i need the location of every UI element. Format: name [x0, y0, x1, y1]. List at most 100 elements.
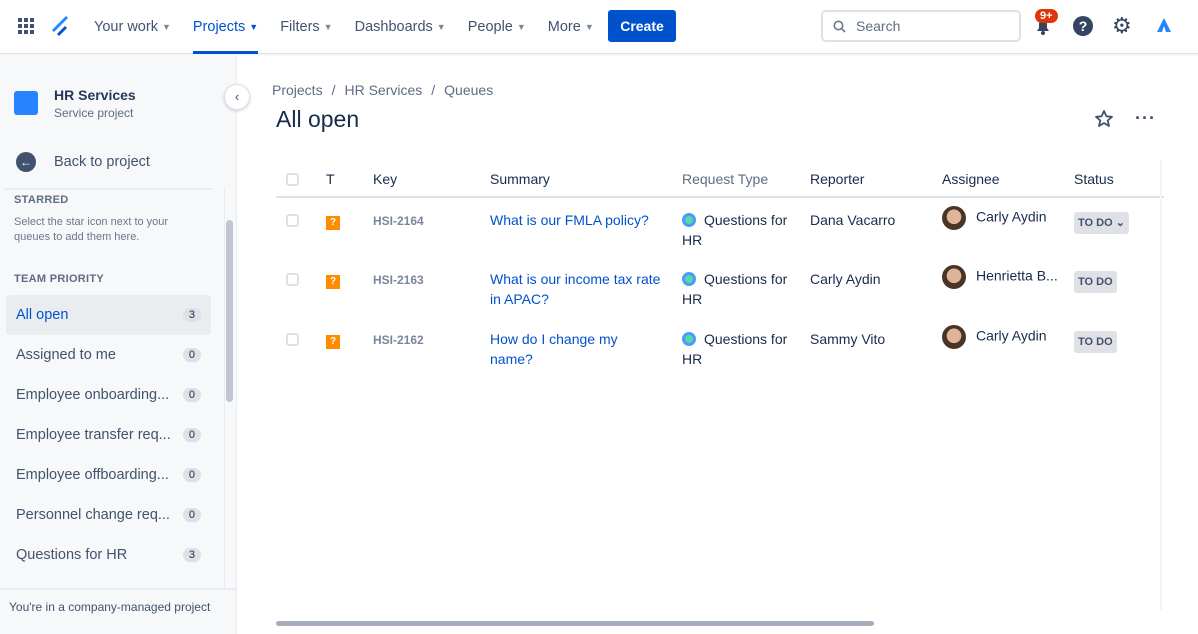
scrollbar-track [224, 188, 225, 588]
issue-summary-link[interactable]: What is our income tax rate in APAC? [490, 271, 661, 307]
nav-people[interactable]: People ▼ [468, 0, 526, 54]
chevron-down-icon: ⌄ [1115, 217, 1125, 229]
issue-key[interactable]: HSI-2164 [373, 214, 424, 228]
reporter: Dana Vacarro [810, 212, 896, 228]
nav-filters[interactable]: Filters ▼ [280, 0, 332, 54]
breadcrumb-hr-services[interactable]: HR Services [344, 82, 423, 98]
assignee-avatar [942, 206, 966, 230]
sidebar-scrollbar[interactable] [226, 220, 233, 402]
sidebar-footer: You're in a company-managed project [0, 588, 237, 614]
atlassian-switcher-icon[interactable] [1157, 18, 1171, 32]
top-navigation: Your work ▼ Projects ▼ Filters ▼ Dashboards… [0, 0, 1198, 54]
sidebar: HR Services Service project ← Back to pro… [0, 55, 237, 634]
settings-gear-icon[interactable]: ⚙ [1112, 13, 1132, 38]
arrow-left-icon: ← [16, 152, 36, 172]
search-placeholder: Search [856, 18, 901, 34]
table-row[interactable]: ? HSI-2163 What is our income tax rate i… [276, 257, 1164, 317]
queue-employee-transfer[interactable]: Employee transfer req... 0 [6, 415, 211, 455]
question-type-icon: ? [326, 335, 340, 349]
starred-heading: STARRED [14, 194, 69, 206]
request-type: Questions for HR [682, 271, 788, 307]
assignee: Henrietta B... [976, 267, 1058, 284]
issue-summary-link[interactable]: What is our FMLA policy? [490, 212, 649, 228]
assignee-avatar [942, 325, 966, 349]
column-header-assignee[interactable]: Assignee [942, 162, 1074, 198]
nav-projects[interactable]: Projects ▼ [192, 0, 259, 54]
queue-employee-onboarding[interactable]: Employee onboarding... 0 [6, 375, 211, 415]
issue-key[interactable]: HSI-2162 [373, 333, 424, 347]
request-type-icon [682, 213, 696, 227]
nav-label: Dashboards [354, 19, 433, 35]
jira-logo-icon[interactable] [50, 16, 70, 38]
reporter: Sammy Vito [810, 331, 886, 347]
chevron-down-icon: ▼ [516, 22, 526, 32]
queue-personnel-change[interactable]: Personnel change req... 0 [6, 495, 211, 535]
table-row[interactable]: ? HSI-2162 How do I change my name? Ques… [276, 317, 1164, 377]
queue-count: 0 [182, 428, 201, 442]
table-row[interactable]: ? HSI-2164 What is our FMLA policy? Ques… [276, 197, 1164, 257]
team-priority-heading: TEAM PRIORITY [14, 273, 105, 285]
column-header-summary[interactable]: Summary [490, 162, 682, 198]
nav-label: Projects [192, 19, 246, 35]
request-type-icon [682, 272, 696, 286]
project-type: Service project [54, 106, 134, 120]
star-icon[interactable] [1094, 109, 1114, 129]
queue-all-open[interactable]: All open 3 [6, 295, 211, 335]
breadcrumb-projects[interactable]: Projects [272, 82, 323, 98]
nav-dashboards[interactable]: Dashboards ▼ [355, 0, 446, 54]
issue-summary-link[interactable]: How do I change my name? [490, 331, 618, 367]
select-all-checkbox[interactable] [286, 173, 299, 186]
status-lozenge[interactable]: TO DO [1074, 271, 1117, 293]
row-checkbox[interactable] [286, 273, 299, 286]
queue-employee-offboarding[interactable]: Employee offboarding... 0 [6, 455, 211, 495]
table-edge [1160, 160, 1162, 610]
nav-label: Your work [94, 19, 158, 35]
status-dropdown[interactable]: TO DO ⌄ [1074, 212, 1129, 234]
column-header-key[interactable]: Key [373, 162, 490, 198]
nav-more[interactable]: More ▼ [548, 0, 594, 54]
queue-label: Personnel change req... [16, 507, 170, 523]
queue-label: Employee offboarding... [16, 467, 169, 483]
column-header-type[interactable]: T [313, 162, 373, 198]
queue-count: 0 [182, 388, 201, 402]
queue-count: 0 [182, 468, 201, 482]
back-to-project-link[interactable]: ← Back to project [16, 152, 150, 172]
chevron-down-icon: ▼ [161, 22, 171, 32]
queue-label: Employee onboarding... [16, 387, 170, 403]
row-checkbox[interactable] [286, 333, 299, 346]
queue-questions-for-hr[interactable]: Questions for HR 3 [6, 535, 211, 575]
more-actions-icon[interactable]: ··· [1135, 108, 1156, 128]
column-header-status[interactable]: Status [1074, 162, 1164, 198]
chevron-down-icon: ▼ [436, 22, 446, 32]
help-icon[interactable]: ? [1073, 16, 1093, 36]
request-type: Questions for HR [682, 212, 788, 248]
assignee-avatar [942, 265, 966, 289]
page-title: All open [276, 106, 360, 132]
queue-assigned-to-me[interactable]: Assigned to me 0 [6, 335, 211, 375]
request-type: Questions for HR [682, 331, 788, 367]
breadcrumb-queues[interactable]: Queues [444, 82, 494, 98]
queue-table: T Key Summary Request Type Reporter Assi… [276, 162, 1164, 377]
horizontal-scrollbar[interactable] [276, 621, 874, 626]
row-checkbox[interactable] [286, 214, 299, 227]
column-header-request-type[interactable]: Request Type [682, 162, 810, 198]
queue-count: 0 [182, 348, 201, 362]
app-switcher-icon[interactable] [18, 18, 34, 34]
search-icon [833, 20, 846, 33]
nav-label: Filters [280, 19, 320, 35]
question-type-icon: ? [326, 275, 340, 289]
issue-key[interactable]: HSI-2163 [373, 273, 424, 287]
column-header-reporter[interactable]: Reporter [810, 162, 942, 198]
nav-your-work[interactable]: Your work ▼ [94, 0, 171, 54]
create-button[interactable]: Create [608, 10, 676, 42]
table-header-row: T Key Summary Request Type Reporter Assi… [276, 162, 1164, 198]
status-lozenge[interactable]: TO DO [1074, 331, 1117, 353]
notifications-badge: 9+ [1035, 9, 1058, 23]
collapse-sidebar-button[interactable]: ‹ [224, 84, 250, 110]
assignee: Carly Aydin [976, 208, 1047, 225]
reporter: Carly Aydin [810, 271, 881, 287]
back-label: Back to project [54, 154, 150, 170]
chevron-down-icon: ▼ [323, 22, 333, 32]
queue-label: All open [16, 307, 69, 323]
search-input[interactable]: Search [821, 10, 1021, 42]
